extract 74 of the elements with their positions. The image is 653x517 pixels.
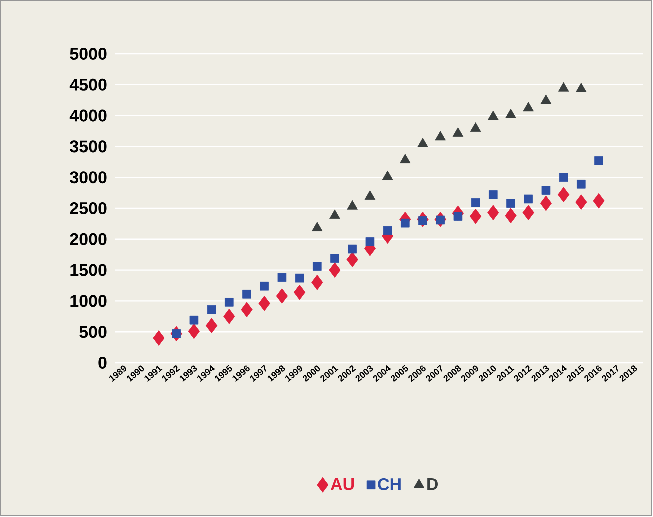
point <box>452 128 464 137</box>
point <box>576 194 588 210</box>
point <box>558 82 570 92</box>
point <box>559 173 568 182</box>
y-tick-label: 4500 <box>70 78 107 91</box>
point <box>348 244 358 254</box>
point <box>470 208 482 224</box>
point <box>558 187 570 203</box>
point <box>576 83 587 92</box>
point <box>505 208 517 224</box>
point <box>435 131 446 141</box>
point <box>329 262 341 278</box>
point <box>488 110 499 120</box>
point <box>207 305 216 314</box>
point <box>258 296 270 312</box>
point <box>312 222 323 232</box>
y-tick-label: 2000 <box>70 233 107 246</box>
point <box>506 108 516 118</box>
point <box>436 216 446 225</box>
y-tick-label: 1000 <box>70 295 107 308</box>
point <box>454 212 463 221</box>
y-tick-label: 0 <box>98 356 107 370</box>
point <box>295 274 304 283</box>
y-tick-label: 5000 <box>70 48 107 60</box>
point <box>278 273 287 282</box>
point <box>153 330 165 346</box>
point <box>225 298 234 307</box>
legend-label: CH <box>378 478 401 490</box>
point <box>577 180 586 189</box>
point <box>330 210 340 220</box>
legend-label: D <box>428 478 438 490</box>
point <box>312 274 324 290</box>
point <box>172 330 181 338</box>
point <box>224 308 236 324</box>
point <box>346 252 358 268</box>
point <box>522 205 534 221</box>
point <box>401 218 410 228</box>
point <box>506 199 516 208</box>
point <box>347 200 358 210</box>
point <box>524 194 534 204</box>
point <box>190 316 199 325</box>
point <box>488 205 500 221</box>
point <box>418 216 428 226</box>
point <box>523 102 534 112</box>
point <box>382 170 394 180</box>
y-tick-label: 1500 <box>70 264 107 276</box>
point <box>470 122 482 132</box>
point <box>366 237 375 246</box>
legend-label: AU <box>330 478 354 490</box>
point <box>593 193 605 209</box>
point <box>540 94 552 104</box>
y-tick-label: 3000 <box>70 172 107 184</box>
point <box>241 302 253 318</box>
y-tick-label: 2500 <box>70 202 107 215</box>
point <box>242 290 252 299</box>
point <box>383 226 392 236</box>
point <box>364 190 376 200</box>
point <box>540 196 552 212</box>
point <box>400 154 411 164</box>
point <box>594 156 604 166</box>
point <box>276 288 288 304</box>
point <box>471 198 480 208</box>
point <box>542 186 551 195</box>
point <box>294 284 306 300</box>
point <box>330 254 340 263</box>
point <box>260 282 269 291</box>
point <box>188 324 200 340</box>
point <box>206 318 218 334</box>
point <box>489 190 498 200</box>
point <box>313 262 322 271</box>
y-tick-label: 4000 <box>70 110 107 122</box>
y-tick-label: 500 <box>80 326 107 338</box>
y-tick-label: 3500 <box>70 140 107 153</box>
point <box>418 138 428 148</box>
